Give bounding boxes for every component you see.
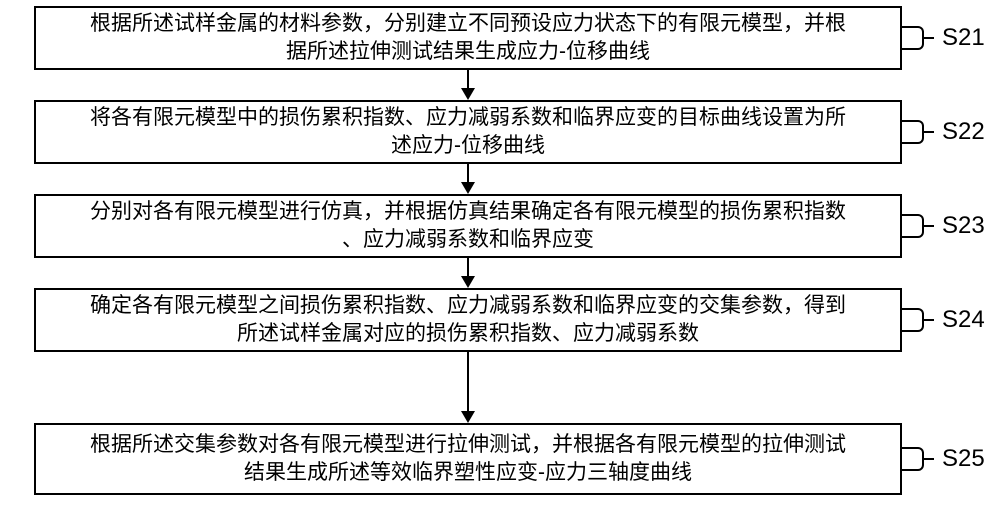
- step-label-s23: S23: [942, 212, 985, 240]
- step-box-s25: 根据所述交集参数对各有限元模型进行拉伸测试，并根据各有限元模型的拉伸测试 结果生…: [34, 423, 902, 495]
- label-bracket-tip-s21: [924, 37, 934, 39]
- label-bracket-tip-s23: [924, 225, 934, 227]
- step-text-s21: 根据所述试样金属的材料参数，分别建立不同预设应力状态下的有限元模型，并根 据所述…: [90, 10, 846, 67]
- arrow-head-icon-1: [461, 182, 475, 194]
- label-bracket-s25: [902, 447, 924, 471]
- step-label-s25: S25: [942, 445, 985, 473]
- connector-line-2: [467, 258, 469, 278]
- arrow-head-icon-0: [461, 88, 475, 100]
- label-bracket-s23: [902, 214, 924, 238]
- label-bracket-s22: [902, 120, 924, 144]
- step-box-s23: 分别对各有限元模型进行仿真，并根据仿真结果确定各有限元模型的损伤累积指数 、应力…: [34, 194, 902, 258]
- step-label-s21: S21: [942, 24, 985, 52]
- step-text-s24: 确定各有限元模型之间损伤累积指数、应力减弱系数和临界应变的交集参数，得到 所述试…: [90, 292, 846, 349]
- step-text-s23: 分别对各有限元模型进行仿真，并根据仿真结果确定各有限元模型的损伤累积指数 、应力…: [90, 198, 846, 255]
- connector-line-0: [467, 70, 469, 90]
- step-box-s22: 将各有限元模型中的损伤累积指数、应力减弱系数和临界应变的目标曲线设置为所 述应力…: [34, 100, 902, 164]
- step-box-s21: 根据所述试样金属的材料参数，分别建立不同预设应力状态下的有限元模型，并根 据所述…: [34, 6, 902, 70]
- step-box-s24: 确定各有限元模型之间损伤累积指数、应力减弱系数和临界应变的交集参数，得到 所述试…: [34, 288, 902, 352]
- label-bracket-tip-s24: [924, 319, 934, 321]
- connector-line-3: [467, 352, 469, 413]
- label-bracket-tip-s25: [924, 458, 934, 460]
- label-bracket-s24: [902, 308, 924, 332]
- label-bracket-tip-s22: [924, 131, 934, 133]
- arrow-head-icon-3: [461, 411, 475, 423]
- label-bracket-s21: [902, 26, 924, 50]
- arrow-head-icon-2: [461, 276, 475, 288]
- connector-line-1: [467, 164, 469, 184]
- step-text-s22: 将各有限元模型中的损伤累积指数、应力减弱系数和临界应变的目标曲线设置为所 述应力…: [90, 104, 846, 161]
- step-text-s25: 根据所述交集参数对各有限元模型进行拉伸测试，并根据各有限元模型的拉伸测试 结果生…: [90, 431, 846, 488]
- step-label-s24: S24: [942, 306, 985, 334]
- flowchart-canvas: 根据所述试样金属的材料参数，分别建立不同预设应力状态下的有限元模型，并根 据所述…: [0, 0, 1000, 517]
- step-label-s22: S22: [942, 118, 985, 146]
